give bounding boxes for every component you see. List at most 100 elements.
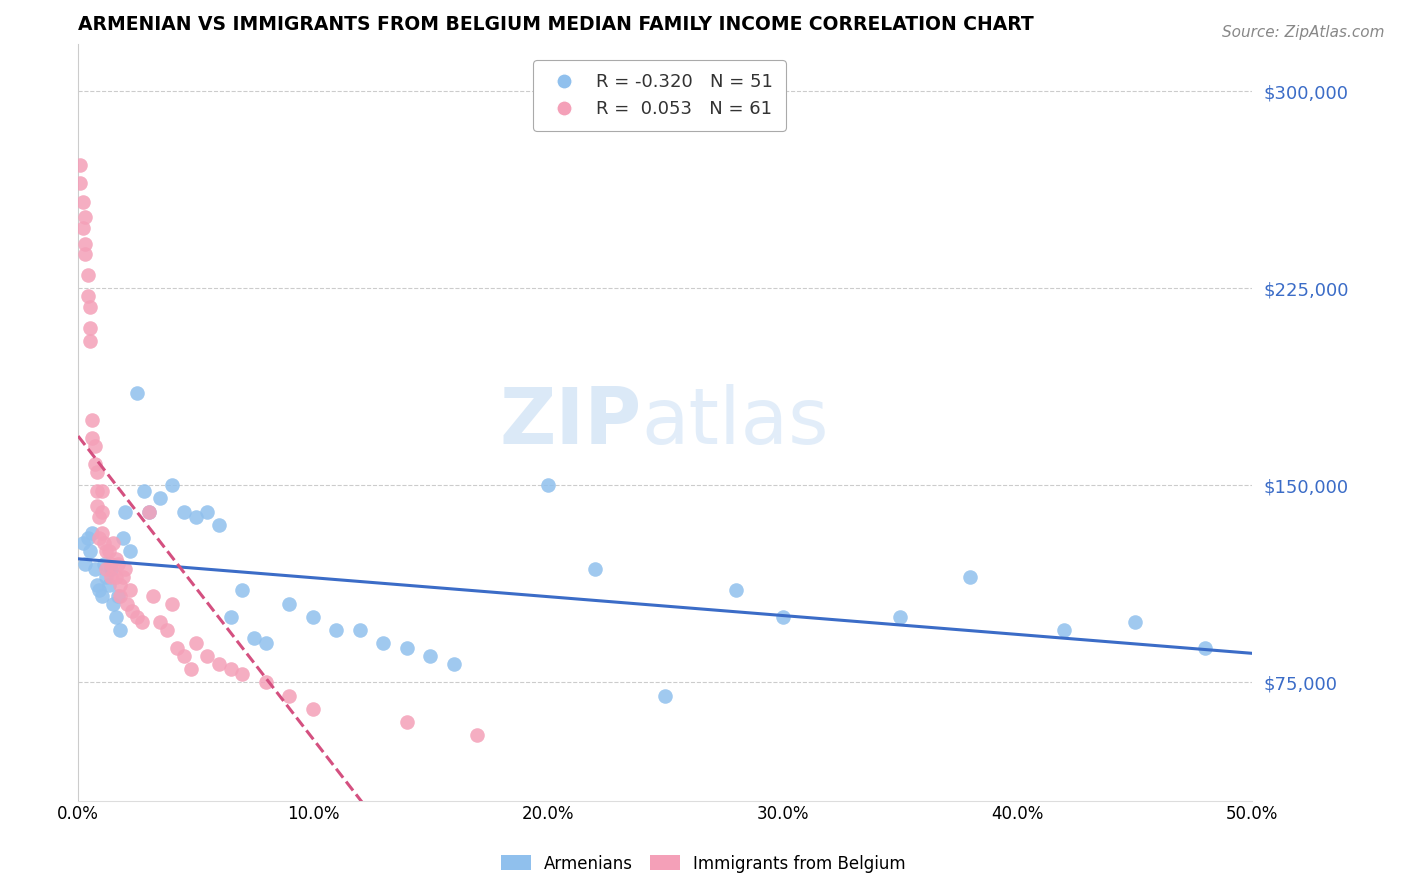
Point: [93, 536, 115, 550]
Point: [89, 583, 111, 598]
Point: [103, 536, 125, 550]
Point: [72, 220, 94, 235]
Point: [465, 728, 488, 742]
Point: [79, 334, 101, 348]
Point: [160, 597, 183, 611]
Point: [184, 636, 207, 650]
Text: Source: ZipAtlas.com: Source: ZipAtlas.com: [1222, 25, 1385, 40]
Point: [132, 483, 155, 498]
Point: [117, 597, 139, 611]
Point: [75, 211, 97, 225]
Point: [160, 478, 183, 492]
Point: [302, 609, 325, 624]
Point: [75, 247, 97, 261]
Point: [724, 583, 747, 598]
Point: [82, 525, 104, 540]
Point: [103, 597, 125, 611]
Text: ARMENIAN VS IMMIGRANTS FROM BELGIUM MEDIAN FAMILY INCOME CORRELATION CHART: ARMENIAN VS IMMIGRANTS FROM BELGIUM MEDI…: [79, 15, 1033, 34]
Point: [243, 631, 266, 645]
Point: [125, 609, 148, 624]
Point: [79, 320, 101, 334]
Point: [149, 615, 172, 629]
Legend: R = -0.320   N = 51, R =  0.053   N = 61: R = -0.320 N = 51, R = 0.053 N = 61: [533, 61, 786, 131]
Point: [90, 483, 112, 498]
Point: [231, 667, 253, 681]
Point: [90, 589, 112, 603]
Point: [219, 662, 242, 676]
Point: [166, 641, 188, 656]
Point: [121, 604, 143, 618]
Point: [76, 289, 98, 303]
Point: [1194, 641, 1216, 656]
Point: [90, 525, 112, 540]
Point: [537, 478, 560, 492]
Point: [82, 412, 104, 426]
Point: [173, 505, 195, 519]
Point: [89, 531, 111, 545]
Point: [125, 386, 148, 401]
Point: [231, 583, 253, 598]
Point: [100, 557, 122, 571]
Point: [90, 505, 112, 519]
Point: [180, 662, 202, 676]
Point: [772, 609, 794, 624]
Text: ZIP: ZIP: [499, 384, 641, 460]
Point: [195, 649, 218, 664]
Point: [156, 623, 179, 637]
Point: [254, 636, 277, 650]
Point: [419, 649, 441, 664]
Point: [104, 609, 127, 624]
Point: [69, 158, 91, 172]
Point: [110, 623, 132, 637]
Point: [118, 544, 141, 558]
Point: [96, 570, 118, 584]
Point: [583, 562, 606, 576]
Point: [86, 483, 108, 498]
Point: [142, 589, 165, 603]
Point: [889, 609, 911, 624]
Point: [107, 557, 129, 571]
Point: [443, 657, 465, 671]
Point: [100, 562, 122, 576]
Point: [82, 431, 104, 445]
Point: [104, 552, 127, 566]
Point: [184, 509, 207, 524]
Point: [654, 689, 676, 703]
Point: [96, 544, 118, 558]
Point: [69, 176, 91, 190]
Point: [138, 505, 160, 519]
Point: [173, 649, 195, 664]
Point: [110, 578, 132, 592]
Point: [373, 636, 395, 650]
Point: [1053, 623, 1076, 637]
Point: [100, 570, 122, 584]
Point: [278, 689, 301, 703]
Point: [104, 570, 127, 584]
Point: [89, 509, 111, 524]
Point: [79, 300, 101, 314]
Point: [111, 570, 134, 584]
Point: [254, 675, 277, 690]
Point: [97, 544, 120, 558]
Point: [96, 562, 118, 576]
Point: [110, 589, 132, 603]
Point: [97, 578, 120, 592]
Point: [111, 531, 134, 545]
Point: [76, 268, 98, 282]
Point: [107, 589, 129, 603]
Point: [114, 505, 136, 519]
Point: [959, 570, 981, 584]
Point: [83, 458, 105, 472]
Point: [302, 701, 325, 715]
Point: [86, 578, 108, 592]
Point: [208, 657, 231, 671]
Point: [219, 609, 242, 624]
Point: [325, 623, 347, 637]
Point: [75, 236, 97, 251]
Point: [72, 194, 94, 209]
Point: [86, 465, 108, 479]
Point: [395, 641, 418, 656]
Point: [138, 505, 160, 519]
Point: [79, 544, 101, 558]
Point: [395, 714, 418, 729]
